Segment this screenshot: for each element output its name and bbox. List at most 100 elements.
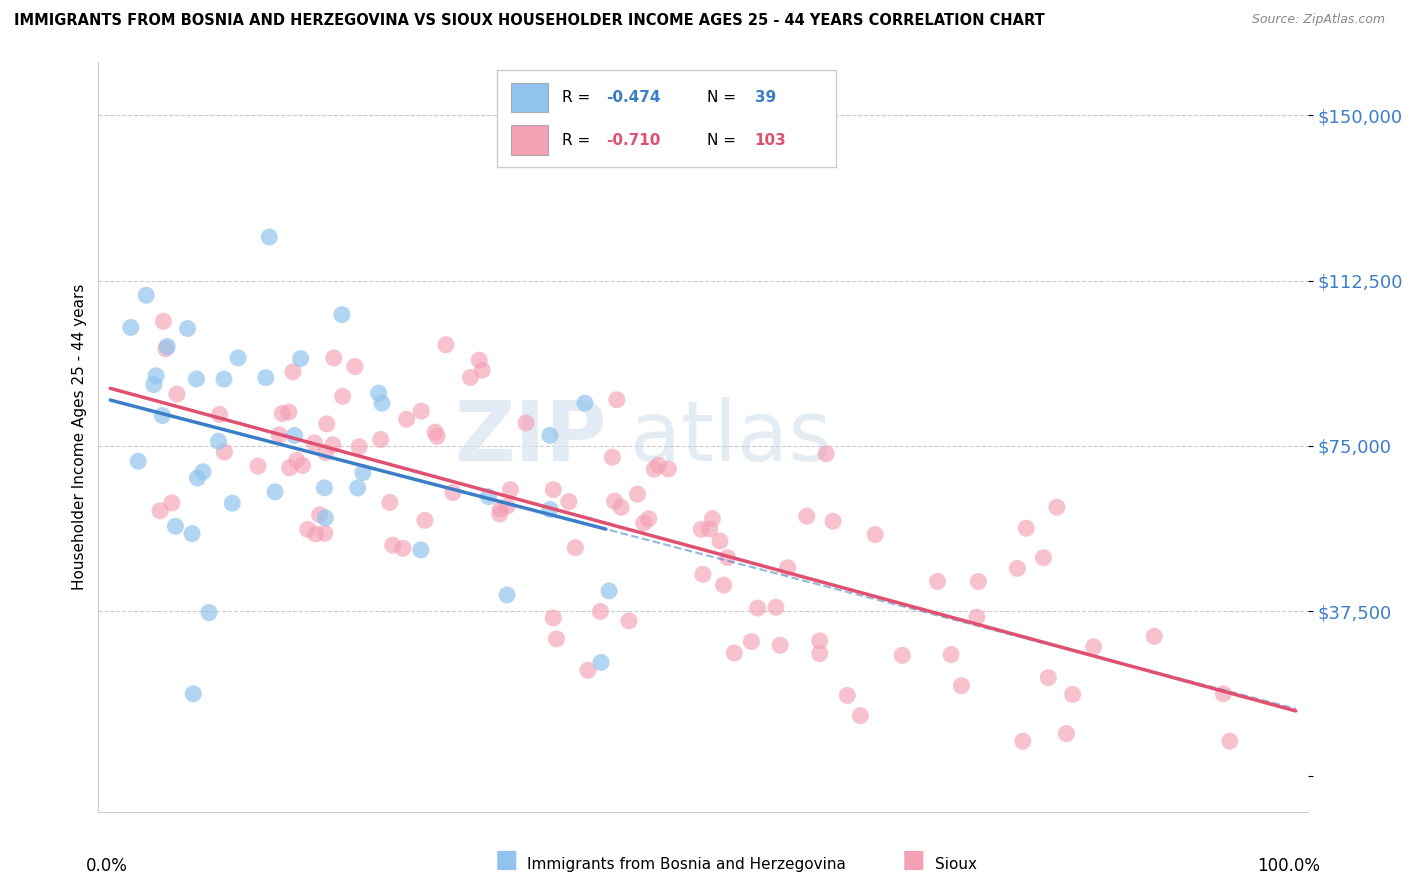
Point	[308, 508, 330, 522]
Point	[297, 523, 319, 537]
Point	[269, 427, 291, 442]
Point	[643, 462, 665, 476]
Point	[156, 339, 179, 353]
Point	[145, 368, 167, 383]
Point	[1038, 671, 1060, 685]
Point	[515, 416, 537, 430]
Point	[304, 527, 326, 541]
Point	[254, 370, 277, 384]
Point	[499, 483, 522, 497]
Point	[610, 500, 633, 515]
Point	[702, 511, 724, 525]
Point	[765, 600, 787, 615]
Point	[543, 483, 565, 497]
Point	[1011, 734, 1033, 748]
Point	[411, 404, 433, 418]
Point	[271, 407, 294, 421]
Point	[186, 372, 208, 386]
Point	[208, 408, 231, 422]
Point	[277, 405, 299, 419]
Point	[152, 314, 174, 328]
Point	[191, 465, 214, 479]
Point	[849, 708, 872, 723]
Point	[863, 527, 886, 541]
Point	[221, 496, 243, 510]
Point	[259, 230, 281, 244]
Point	[543, 611, 565, 625]
Point	[264, 484, 287, 499]
Point	[181, 526, 204, 541]
Point	[367, 386, 389, 401]
Point	[602, 450, 624, 465]
Point	[716, 550, 738, 565]
Point	[808, 647, 831, 661]
Point	[347, 440, 370, 454]
Point	[950, 679, 973, 693]
Point	[723, 646, 745, 660]
Point	[589, 656, 612, 670]
Point	[127, 454, 149, 468]
Point	[796, 509, 818, 524]
Point	[142, 377, 165, 392]
Text: ■: ■	[903, 848, 925, 872]
Point	[198, 606, 221, 620]
Point	[395, 412, 418, 426]
Text: Source: ZipAtlas.com: Source: ZipAtlas.com	[1251, 13, 1385, 27]
Point	[692, 567, 714, 582]
Point	[426, 429, 449, 443]
Point	[281, 365, 304, 379]
Point	[1062, 688, 1084, 702]
Point	[747, 601, 769, 615]
Point	[927, 574, 949, 589]
Point	[477, 490, 499, 504]
Point	[370, 433, 392, 447]
Text: 0.0%: 0.0%	[86, 856, 128, 875]
Point	[441, 485, 464, 500]
Point	[967, 574, 990, 589]
Point	[1032, 550, 1054, 565]
Point	[166, 387, 188, 401]
Point	[343, 359, 366, 374]
Text: 100.0%: 100.0%	[1257, 856, 1320, 875]
Point	[160, 496, 183, 510]
Point	[538, 428, 561, 442]
Point	[181, 687, 204, 701]
Point	[314, 481, 336, 495]
Point	[1219, 734, 1241, 748]
Point	[808, 633, 831, 648]
Point	[603, 494, 626, 508]
Point	[423, 425, 446, 439]
Point	[647, 458, 669, 472]
Point	[285, 453, 308, 467]
Point	[322, 438, 344, 452]
Point	[821, 514, 844, 528]
Point	[558, 494, 581, 508]
Point	[657, 462, 679, 476]
Point	[149, 504, 172, 518]
Point	[546, 632, 568, 646]
Point	[699, 522, 721, 536]
Point	[606, 392, 628, 407]
Point	[1007, 561, 1029, 575]
Point	[314, 526, 336, 541]
Point	[283, 428, 305, 442]
Point	[413, 513, 436, 527]
Point	[176, 321, 198, 335]
Text: IMMIGRANTS FROM BOSNIA AND HERZEGOVINA VS SIOUX HOUSEHOLDER INCOME AGES 25 - 44 : IMMIGRANTS FROM BOSNIA AND HERZEGOVINA V…	[14, 13, 1045, 29]
Point	[304, 436, 326, 450]
Point	[278, 460, 301, 475]
Point	[371, 396, 394, 410]
Point	[468, 353, 491, 368]
Point	[617, 614, 640, 628]
Point	[598, 584, 620, 599]
Y-axis label: Householder Income Ages 25 - 44 years: Householder Income Ages 25 - 44 years	[72, 284, 87, 591]
Text: ■: ■	[495, 848, 517, 872]
Point	[381, 538, 404, 552]
Point	[290, 351, 312, 366]
Point	[315, 445, 337, 459]
Point	[314, 511, 336, 525]
Point	[1015, 521, 1038, 535]
Text: atlas: atlas	[630, 397, 832, 477]
Point	[740, 634, 762, 648]
Point	[690, 522, 713, 536]
